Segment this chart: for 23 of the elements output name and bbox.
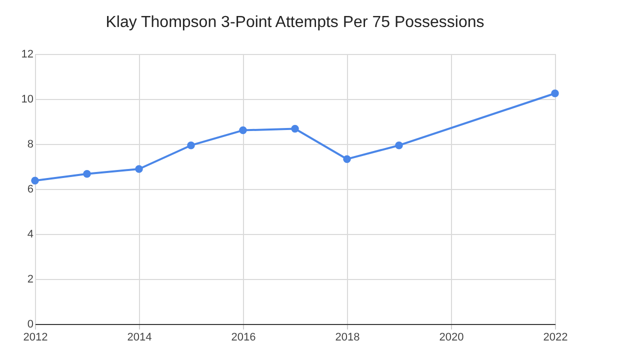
y-tick-label: 6 xyxy=(27,184,34,196)
y-tick-label: 10 xyxy=(21,94,34,106)
point xyxy=(83,170,91,178)
chart-title: Klay Thompson 3-Point Attempts Per 75 Possessions xyxy=(106,14,484,31)
x-tick-label: 2012 xyxy=(23,332,48,344)
y-tick-label: 0 xyxy=(27,318,34,330)
point xyxy=(551,90,559,98)
x-tick-label: 2016 xyxy=(231,332,256,344)
x-tick-label: 2018 xyxy=(335,332,360,344)
point xyxy=(395,141,403,150)
x-tick-label: 2014 xyxy=(127,332,152,344)
y-tick-label: 12 xyxy=(21,48,34,60)
y-tick-label: 8 xyxy=(27,138,34,150)
y-tick-label: 4 xyxy=(27,228,34,240)
x-tick-label: 2022 xyxy=(543,332,568,344)
point xyxy=(239,126,247,134)
y-tick-label: 2 xyxy=(27,274,34,286)
point xyxy=(291,124,299,133)
point xyxy=(187,141,195,150)
point xyxy=(31,176,39,185)
point xyxy=(343,155,351,163)
x-tick-label: 2020 xyxy=(439,332,464,344)
point xyxy=(135,165,143,173)
